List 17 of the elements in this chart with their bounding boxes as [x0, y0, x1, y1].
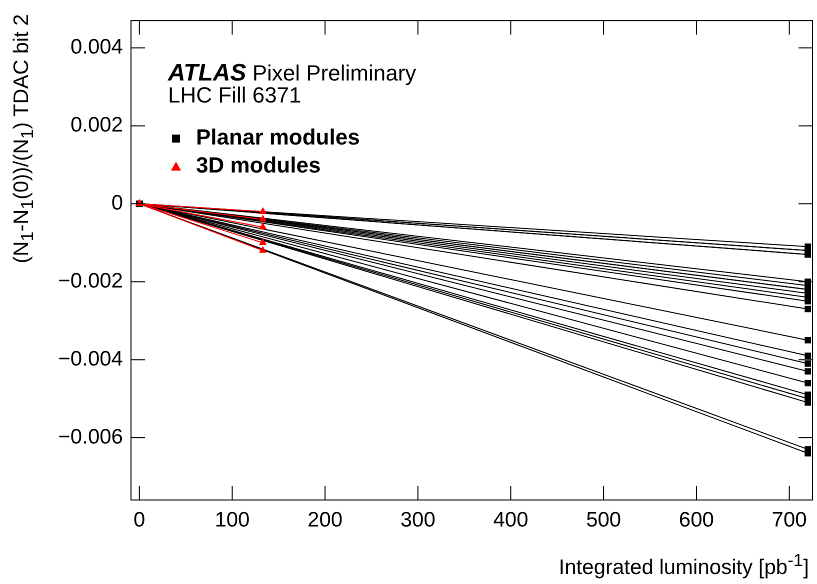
legend-label: Planar modules	[196, 124, 360, 150]
y-tick-label: −0.004	[58, 347, 124, 370]
x-tick-label: 500	[586, 508, 622, 532]
x-tick-label: 0	[134, 508, 146, 532]
y-tick-label: 0.004	[70, 36, 124, 59]
x-tick-label: 600	[678, 508, 714, 532]
y-tick-label: −0.006	[58, 425, 123, 448]
y-tick-label: 0	[111, 192, 123, 215]
x-tick-label: 300	[400, 508, 436, 532]
x-tick-label: 700	[772, 508, 807, 532]
x-axis-title: Integrated luminosity [pb$^{-1}$]	[558, 550, 809, 580]
x-tick-label: 200	[308, 508, 343, 532]
x-tick-label: 100	[214, 508, 250, 532]
x-tick-label: 400	[493, 508, 528, 532]
y-tick-label: 0.002	[70, 114, 123, 137]
y-tick-label: −0.002	[58, 270, 123, 293]
legend-label: 3D modules	[196, 152, 321, 178]
